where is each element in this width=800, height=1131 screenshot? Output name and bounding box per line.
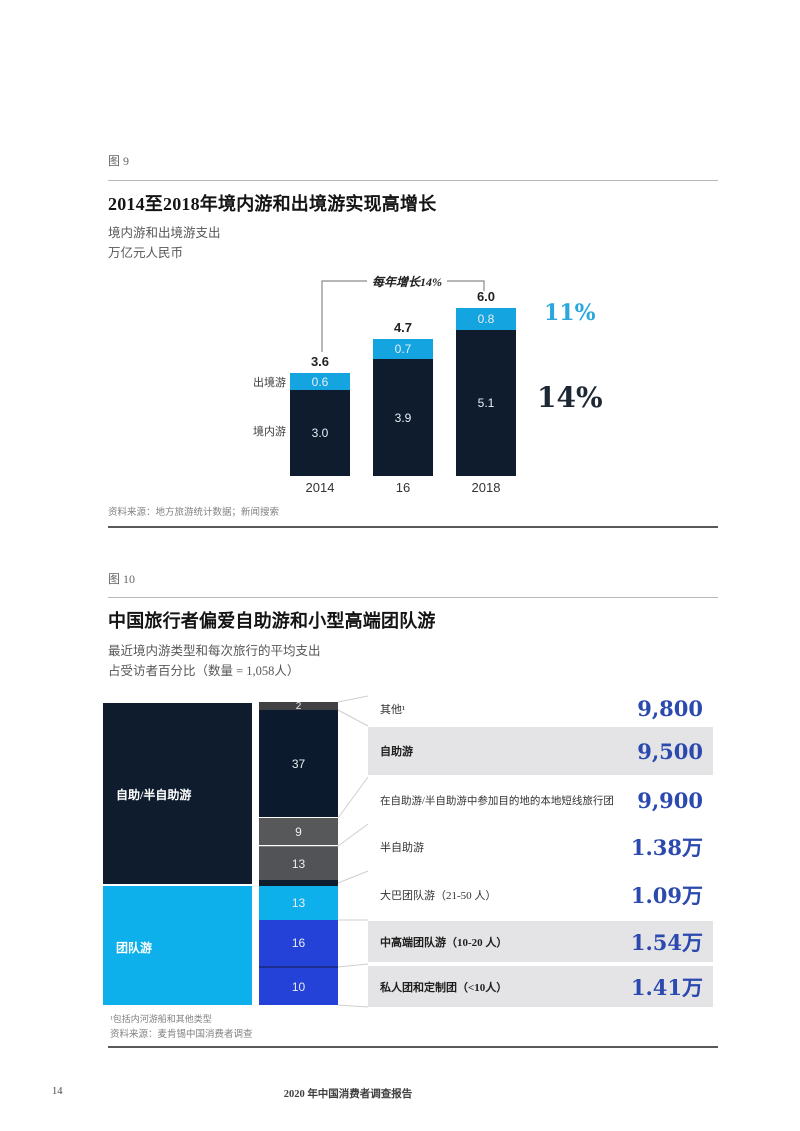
row-label: 私人团和定制团（<10人） [380, 981, 508, 994]
growth-outbound-pct: 11% [544, 300, 596, 326]
segment-bus-tour: 13 [259, 886, 338, 920]
figure10-bottom-rule [108, 1046, 718, 1048]
figure10-tag: 图 10 [108, 572, 136, 586]
figure10-unit: 占受访者百分比（数量 = 1,058人） [108, 664, 300, 678]
legend-domestic: 境内游 [253, 426, 286, 438]
row-label: 大巴团队游（21-50 人） [380, 890, 497, 902]
row-value: 9,800 [637, 696, 703, 721]
row-value: 1.41万 [630, 974, 703, 1000]
figure9-bottom-rule [108, 526, 718, 528]
table-row-premium-tour: 中高端团队游（10-20 人） 1.54万 [368, 921, 713, 962]
table-row-self-guided: 自助游 9,500 [368, 727, 713, 775]
bar-16-year: 16 [395, 480, 411, 495]
growth-domestic-pct: 14% [537, 381, 603, 414]
segment-local-tour: 9 [259, 818, 338, 845]
row-value: 1.38万 [630, 834, 703, 860]
segment-semi-self-guided: 13 [259, 846, 338, 880]
row-label: 半自助游 [380, 841, 424, 854]
figure10-source: 资料来源：麦肯锡中国消费者调查 [110, 1030, 253, 1040]
figure9-subtitle: 境内游和出境游支出 [108, 226, 221, 240]
row-value: 9,500 [637, 738, 703, 764]
figure10-subtitle: 最近境内游类型和每次旅行的平均支出 [108, 644, 321, 658]
figure9-top-rule [108, 180, 718, 181]
table-row-other: 其他¹ 9,800 [368, 695, 713, 722]
legend-outbound: 出境游 [253, 377, 286, 389]
row-value: 1.54万 [630, 929, 703, 955]
bar-16-total: 4.7 [393, 320, 413, 335]
row-label: 自助游 [380, 746, 413, 758]
segment-premium-tour: 16 [259, 920, 338, 966]
table-row-semi-self-guided: 半自助游 1.38万 [368, 825, 713, 868]
bar-16-domestic-segment: 3.9 [373, 359, 433, 476]
row-value: 1.09万 [630, 883, 703, 908]
figure9-source: 资料来源：地方旅游统计数据；新闻搜索 [108, 508, 280, 518]
table-row-private-tour: 私人团和定制团（<10人） 1.41万 [368, 966, 713, 1007]
block-self-guided-label: 自助/半自助游 [116, 788, 192, 802]
page-number: 14 [52, 1086, 63, 1097]
bar-16-outbound-segment: 0.7 [373, 339, 433, 359]
bar-2014-year: 2014 [305, 480, 335, 495]
segment-divider-2 [259, 966, 338, 968]
footer-report-title: 2020 年中国消费者调查报告 [283, 1089, 413, 1100]
bar-2014-domestic-segment: 3.0 [290, 390, 350, 476]
table-row-local-tour: 在自助游/半自助游中参加目的地的本地短线旅行团 9,900 [368, 779, 713, 821]
row-label: 其他¹ [380, 703, 406, 716]
block-group-tour: 团队游 [103, 886, 252, 1005]
row-label: 在自助游/半自助游中参加目的地的本地短线旅行团 [380, 795, 614, 807]
figure10-title: 中国旅行者偏爱自助游和小型高端团队游 [108, 611, 436, 631]
table-row-bus-tour: 大巴团队游（21-50 人） 1.09万 [368, 872, 713, 918]
figure9-annotation: 每年增长14% [372, 275, 442, 289]
row-value: 9,900 [637, 787, 703, 813]
bar-2018-year: 2018 [471, 480, 501, 495]
block-self-guided: 自助/半自助游 [103, 703, 252, 884]
figure9-unit: 万亿元人民币 [108, 246, 184, 260]
bar-2018-total: 6.0 [476, 289, 496, 304]
figure10-top-rule [108, 597, 718, 598]
bar-2018-domestic-segment: 5.1 [456, 330, 516, 476]
bar-2014-outbound-segment: 0.6 [290, 373, 350, 390]
segment-other: 2 [259, 701, 338, 712]
segment-private-tour: 10 [259, 968, 338, 1005]
figure9-title: 2014至2018年境内游和出境游实现高增长 [108, 194, 437, 214]
row-label: 中高端团队游（10-20 人） [380, 936, 508, 949]
bar-2014-total: 3.6 [310, 354, 330, 369]
figure9-tag: 图 9 [108, 154, 130, 168]
segment-self-guided: 37 [259, 710, 338, 817]
block-group-tour-label: 团队游 [116, 941, 153, 955]
segment-divider [259, 880, 338, 886]
bar-2018-outbound-segment: 0.8 [456, 308, 516, 330]
figure10-footnote: ¹包括内河游船和其他类型 [110, 1014, 212, 1024]
